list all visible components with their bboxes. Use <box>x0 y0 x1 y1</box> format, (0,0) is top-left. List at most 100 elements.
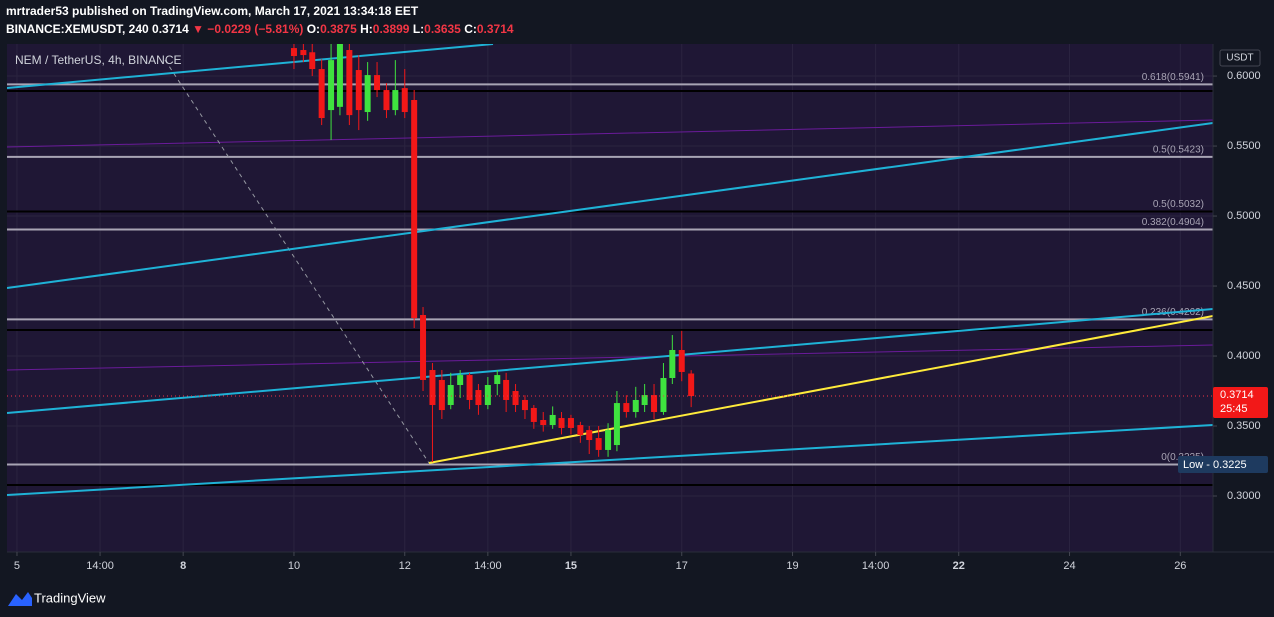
low-tag-label: Low - 0.3225 <box>1183 459 1247 471</box>
unit-box <box>1219 49 1261 67</box>
candle-body <box>549 414 556 426</box>
y-tick-label: 0.4500 <box>1227 280 1261 292</box>
ohlc-value: 0.3635 <box>424 22 461 36</box>
x-tick-label: 8 <box>180 560 186 572</box>
x-tick-label: 14:00 <box>862 560 890 572</box>
candle-body <box>336 44 343 107</box>
candle-body <box>678 350 685 372</box>
candle-body <box>669 350 676 379</box>
candle-body <box>651 395 658 413</box>
candle-body <box>512 391 519 406</box>
footer-brand: TradingView <box>34 590 106 605</box>
candle-body <box>328 60 335 111</box>
channel-line <box>7 344 1213 371</box>
candle-body <box>290 48 297 57</box>
plot-background <box>7 44 1213 552</box>
last-price-tag <box>1213 387 1268 419</box>
x-tick-label: 17 <box>676 560 688 572</box>
candle-body <box>540 419 547 426</box>
fib-levels: 0.618(0.5941) 0.5(0.5423) 0.5(0.5032) 0.382… <box>7 72 1213 486</box>
candle-body <box>401 88 408 113</box>
candle-body <box>466 375 473 400</box>
y-tick-label: 0.3000 <box>1227 490 1261 502</box>
ohlc-label: H: <box>360 22 373 36</box>
candle-body <box>503 379 510 400</box>
candle-body <box>530 407 537 422</box>
candle-body <box>457 375 464 385</box>
candles <box>7 44 1213 462</box>
candle-body <box>411 99 418 319</box>
candle-body <box>577 425 584 435</box>
candle-body <box>484 384 491 406</box>
candle-body <box>346 50 353 116</box>
drawings <box>7 44 1213 496</box>
fib-label: 0.5(0.5032) <box>1153 199 1204 210</box>
candle-body <box>688 373 695 397</box>
trend-line <box>7 44 494 89</box>
candle-body <box>632 399 639 413</box>
candle-body <box>429 370 436 406</box>
footer-logo <box>8 592 32 606</box>
x-tick-label: 14:00 <box>86 560 114 572</box>
support-line <box>428 315 1213 464</box>
chart-title: NEM / TetherUS, 4h, BINANCE <box>15 53 182 67</box>
countdown: 25:45 <box>1220 403 1248 415</box>
ohlc-value: 0.3714 <box>477 22 514 36</box>
candle-body <box>613 403 620 446</box>
fib-label: 0.618(0.5941) <box>1142 72 1204 83</box>
last: 0.3714 <box>152 22 189 36</box>
candle-body <box>641 395 648 406</box>
channel-line <box>7 119 1213 148</box>
fib-label: 0.5(0.5423) <box>1153 144 1204 155</box>
candle-body <box>475 390 482 406</box>
candle-body <box>623 403 630 413</box>
trend-line <box>7 424 1213 496</box>
y-tick-label: 0.4000 <box>1227 350 1261 362</box>
logo-icon <box>8 592 32 606</box>
ohlc-label: O: <box>307 22 320 36</box>
candle-body <box>300 50 307 56</box>
candle-body <box>309 52 316 70</box>
x-tick-label: 22 <box>953 560 965 572</box>
publisher: mrtrader53 published on TradingView.com,… <box>6 4 419 18</box>
candle-body <box>383 90 390 111</box>
low-tag <box>1178 456 1268 473</box>
x-tick-label: 12 <box>399 560 411 572</box>
candle-body <box>420 315 427 380</box>
x-tick-label: 26 <box>1174 560 1186 572</box>
y-tick-label: 0.6000 <box>1227 70 1261 82</box>
axes: 0.3000 0.3500 0.4000 0.4500 0.5000 0.5500 0.60… <box>14 70 1268 572</box>
x-tick-label: 19 <box>786 560 798 572</box>
candle-body <box>374 75 381 91</box>
y-tick-label: 0.3500 <box>1227 420 1261 432</box>
fib-label: 0.382(0.4904) <box>1142 217 1204 228</box>
candle-body <box>586 430 593 441</box>
x-tick-label: 24 <box>1063 560 1075 572</box>
x-tick-label: 14:00 <box>474 560 502 572</box>
candle-body <box>364 75 371 113</box>
last-price-label: 0.3714 <box>1220 389 1254 401</box>
candle-body <box>447 384 454 406</box>
grid <box>7 44 1213 552</box>
candle-body <box>355 70 362 111</box>
candle-body <box>660 378 667 413</box>
y-tick-label: 0.5500 <box>1227 140 1261 152</box>
fib-trend-line <box>164 59 430 464</box>
candle-body <box>521 399 528 411</box>
ohlc-value: 0.3875 <box>320 22 357 36</box>
candle-body <box>595 438 602 450</box>
candle-body <box>567 418 574 428</box>
candle-body <box>494 375 501 385</box>
change: ▼ −0.0229 (−5.81%) <box>192 22 303 36</box>
candle-body <box>392 90 399 111</box>
symbol-line: BINANCE:XEMUSDT, 240 0.3714 ▼ −0.0229 (−… <box>6 22 514 36</box>
x-tick-label: 5 <box>14 560 20 572</box>
candle-body <box>438 379 445 411</box>
symbol: BINANCE:XEMUSDT, 240 <box>6 22 149 36</box>
ohlc-value: 0.3899 <box>373 22 410 36</box>
ohlc-label: C: <box>464 22 477 36</box>
candle-body <box>605 430 612 450</box>
ohlc-label: L: <box>413 22 424 36</box>
trend-line <box>7 122 1213 289</box>
